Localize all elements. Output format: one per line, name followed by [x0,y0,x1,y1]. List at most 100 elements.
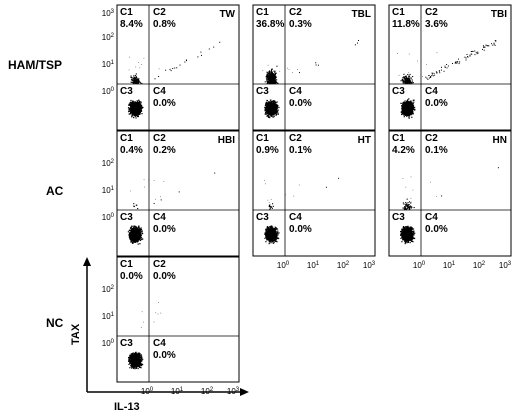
event-dot [407,99,409,101]
event-dot [477,51,479,53]
event-dot [430,76,432,78]
event-dot [267,73,269,75]
event-dot [271,106,273,108]
event-dot [272,103,274,105]
event-dot [134,111,136,113]
event-dot [273,79,275,81]
event-dot [403,111,405,113]
event-dot [133,75,135,77]
event-dot [407,80,409,82]
event-dot [483,49,485,51]
event-dot [270,76,272,78]
event-dot [135,82,137,84]
event-dot [133,107,135,109]
event-dot [138,109,140,111]
event-dot [456,62,458,64]
event-dot [275,81,277,83]
event-dot [271,112,273,115]
event-dot [476,53,478,55]
event-dot [132,102,135,104]
event-dot [269,75,271,77]
event-dot [406,100,408,102]
event-dot [272,100,275,102]
event-dot [127,231,129,233]
event-dot [130,81,132,83]
event-dot [447,65,449,67]
event-dot [262,69,264,71]
event-dot [274,101,276,103]
event-dot [273,102,275,104]
event-dot [408,81,410,83]
event-dot [402,104,404,106]
event-dot [412,113,414,115]
event-dot [426,64,427,65]
event-dot [402,112,404,114]
event-dot [269,99,271,101]
event-dot [406,104,408,106]
event-dot [271,79,273,81]
event-dot [272,110,274,113]
event-dot [265,102,267,104]
event-dot [275,76,277,78]
event-dot [266,74,268,76]
event-dot [134,82,136,84]
event-dot [133,110,135,112]
event-dot [483,46,485,48]
event-dot [267,115,269,117]
event-dot [409,78,411,80]
event-dot [436,72,438,74]
event-dot [272,116,274,118]
event-dot [482,45,484,47]
quadrant-c4-value: 0.0% [153,98,176,109]
event-dot [135,101,137,103]
event-dot [407,106,409,109]
event-dot [408,114,410,116]
event-dot [132,107,134,109]
event-dot [414,106,416,108]
event-dot [406,115,408,117]
event-dot [133,115,135,117]
event-dot [410,82,412,84]
event-dot [403,113,405,115]
event-dot [138,78,140,80]
event-dot [470,51,472,52]
event-dot [475,51,477,53]
event-dot [265,110,267,112]
event-dot [172,68,174,69]
event-dot [136,106,138,108]
event-dot [269,74,271,76]
event-dot [408,81,410,83]
event-dot [271,74,273,76]
event-dot [268,76,270,78]
event-dot [269,112,272,115]
event-dot [271,101,273,103]
event-dot [409,82,411,84]
event-dot [401,105,403,107]
event-dot [136,82,138,84]
event-dot [408,75,410,77]
event-dot [131,103,133,105]
event-dot [136,112,139,114]
event-dot [401,112,403,114]
event-dot [401,80,403,82]
event-dot [407,113,409,115]
event-dot [132,106,134,108]
quadrant-c1-value: 8.4% [120,19,143,30]
event-dot [140,102,142,104]
event-dot [137,114,139,116]
event-dot [471,50,473,52]
event-dot [266,80,268,82]
event-dot [269,106,271,108]
event-dot [432,75,434,77]
event-dot [409,111,411,113]
event-dot [266,82,268,84]
event-dot [413,101,415,103]
event-dot [129,109,132,111]
event-dot [403,77,405,79]
event-dot [138,105,140,107]
event-dot [277,112,279,114]
event-dot [275,102,277,104]
event-dot [402,81,404,83]
event-dot [274,111,276,113]
event-dot [134,107,136,109]
